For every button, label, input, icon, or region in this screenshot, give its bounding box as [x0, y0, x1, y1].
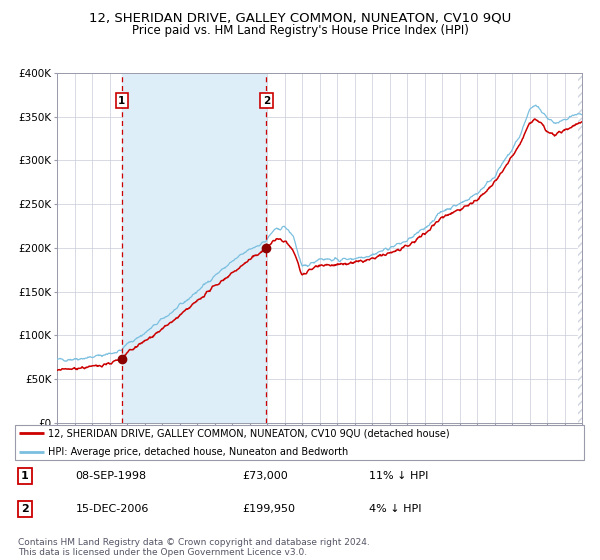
- Text: Contains HM Land Registry data © Crown copyright and database right 2024.: Contains HM Land Registry data © Crown c…: [18, 538, 370, 547]
- Text: 11% ↓ HPI: 11% ↓ HPI: [369, 471, 428, 481]
- Bar: [122, 73, 266, 423]
- Text: 4% ↓ HPI: 4% ↓ HPI: [369, 504, 422, 514]
- Text: £73,000: £73,000: [242, 471, 288, 481]
- Bar: [578, 73, 582, 423]
- Text: 12, SHERIDAN DRIVE, GALLEY COMMON, NUNEATON, CV10 9QU (detached house): 12, SHERIDAN DRIVE, GALLEY COMMON, NUNEA…: [48, 428, 449, 438]
- FancyBboxPatch shape: [15, 426, 584, 460]
- Text: 1: 1: [21, 471, 29, 481]
- Text: Price paid vs. HM Land Registry's House Price Index (HPI): Price paid vs. HM Land Registry's House …: [131, 24, 469, 36]
- Text: 15-DEC-2006: 15-DEC-2006: [76, 504, 149, 514]
- Text: 2: 2: [21, 504, 29, 514]
- Text: This data is licensed under the Open Government Licence v3.0.: This data is licensed under the Open Gov…: [18, 548, 307, 557]
- Text: HPI: Average price, detached house, Nuneaton and Bedworth: HPI: Average price, detached house, Nune…: [48, 447, 348, 457]
- Bar: [578, 73, 582, 423]
- Text: 12, SHERIDAN DRIVE, GALLEY COMMON, NUNEATON, CV10 9QU: 12, SHERIDAN DRIVE, GALLEY COMMON, NUNEA…: [89, 11, 511, 24]
- Text: £199,950: £199,950: [242, 504, 295, 514]
- Text: 08-SEP-1998: 08-SEP-1998: [76, 471, 146, 481]
- Text: 2: 2: [263, 96, 270, 106]
- Text: 1: 1: [118, 96, 125, 106]
